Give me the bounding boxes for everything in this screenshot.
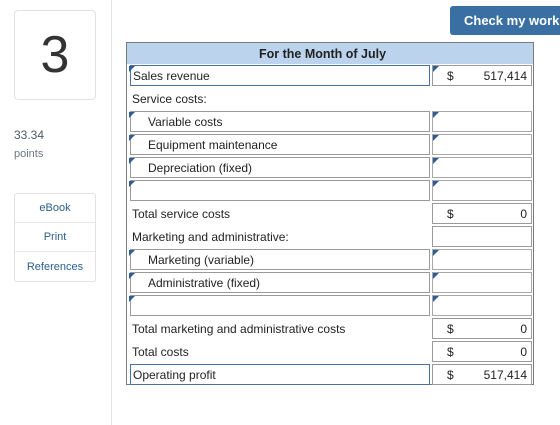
question-sidebar: 3 33.34 points eBook Print References	[0, 0, 112, 425]
row-equipment-maintenance: Equipment maintenance	[127, 133, 533, 156]
row-variable-costs: Variable costs	[127, 110, 533, 133]
row-label: Total marketing and administrative costs	[132, 321, 346, 336]
dollar-sign: $	[447, 206, 454, 221]
row-value-cell: $ 517,414	[432, 65, 532, 86]
row-total-costs: Total costs $ 0	[127, 340, 533, 363]
worksheet-title: For the Month of July	[127, 43, 533, 64]
dropdown-marker-icon	[129, 181, 135, 187]
row-value: 517,414	[483, 68, 527, 83]
blank-value-input[interactable]	[432, 180, 532, 201]
input-marker-icon	[433, 158, 439, 164]
check-my-work-button[interactable]: Check my work	[450, 6, 560, 35]
row-operating-profit: Operating profit $ 517,414	[127, 363, 533, 386]
references-link[interactable]: References	[26, 260, 84, 273]
blank-value-input[interactable]	[432, 295, 532, 316]
question-number: 3	[14, 10, 96, 100]
row-sales-revenue: Sales revenue $ 517,414	[127, 64, 533, 87]
row-marketing-admin-header: Marketing and administrative:	[127, 225, 533, 248]
blank-label-input[interactable]	[130, 295, 430, 316]
depreciation-input[interactable]	[432, 157, 532, 178]
print-link[interactable]: Print	[15, 223, 95, 252]
variable-costs-input[interactable]	[432, 111, 532, 132]
dollar-sign: $	[447, 321, 454, 336]
row-label: Service costs:	[132, 91, 207, 106]
dropdown-marker-icon	[129, 158, 135, 164]
row-total-service-costs: Total service costs $ 0	[127, 202, 533, 225]
dollar-sign: $	[447, 344, 454, 359]
dropdown-marker-icon	[129, 250, 135, 256]
row-value: 517,414	[483, 367, 527, 382]
dropdown-marker-icon	[129, 66, 135, 72]
administrative-fixed-input[interactable]	[432, 272, 532, 293]
equipment-maintenance-input[interactable]	[432, 134, 532, 155]
row-label: Total service costs	[132, 206, 231, 221]
resource-links: eBook Print References	[14, 193, 96, 282]
row-label: Sales revenue	[130, 65, 430, 86]
row-value: 0	[520, 206, 527, 221]
input-marker-icon	[433, 135, 439, 141]
row-total-marketing-admin: Total marketing and administrative costs…	[127, 317, 533, 340]
row-label: Variable costs	[130, 111, 430, 132]
row-label: Marketing (variable)	[130, 249, 430, 270]
row-value-cell: $ 0	[432, 318, 532, 339]
row-marketing-variable: Marketing (variable)	[127, 248, 533, 271]
row-label: Marketing and administrative:	[132, 229, 289, 244]
row-value-cell: $ 0	[432, 341, 532, 362]
row-value-cell	[432, 226, 532, 247]
input-marker-icon	[433, 273, 439, 279]
row-blank-service	[127, 179, 533, 202]
row-blank-marketing	[127, 294, 533, 317]
input-marker-icon	[433, 112, 439, 118]
row-value-cell: $ 0	[432, 203, 532, 224]
input-marker-icon	[433, 66, 439, 72]
dropdown-marker-icon	[129, 273, 135, 279]
row-label: Administrative (fixed)	[130, 272, 430, 293]
dollar-sign: $	[447, 68, 454, 83]
dropdown-marker-icon	[129, 112, 135, 118]
dollar-sign: $	[447, 367, 454, 382]
row-value: 0	[520, 344, 527, 359]
row-label: Operating profit	[130, 364, 430, 385]
points-value: 33.34	[14, 128, 45, 142]
ebook-link[interactable]: eBook	[15, 194, 95, 223]
input-marker-icon	[433, 181, 439, 187]
points-label: points	[14, 148, 44, 160]
input-marker-icon	[433, 296, 439, 302]
row-value: 0	[520, 321, 527, 336]
dropdown-marker-icon	[129, 135, 135, 141]
marketing-variable-input[interactable]	[432, 249, 532, 270]
dropdown-marker-icon	[129, 296, 135, 302]
row-label: Total costs	[132, 344, 189, 359]
row-depreciation: Depreciation (fixed)	[127, 156, 533, 179]
input-marker-icon	[433, 250, 439, 256]
row-label: Depreciation (fixed)	[130, 157, 430, 178]
blank-label-input[interactable]	[130, 180, 430, 201]
row-service-costs-header: Service costs:	[127, 87, 533, 110]
row-label: Equipment maintenance	[130, 134, 430, 155]
row-value-cell: $ 517,414	[432, 364, 532, 385]
row-administrative-fixed: Administrative (fixed)	[127, 271, 533, 294]
worksheet: For the Month of July Sales revenue $ 51…	[126, 42, 534, 385]
